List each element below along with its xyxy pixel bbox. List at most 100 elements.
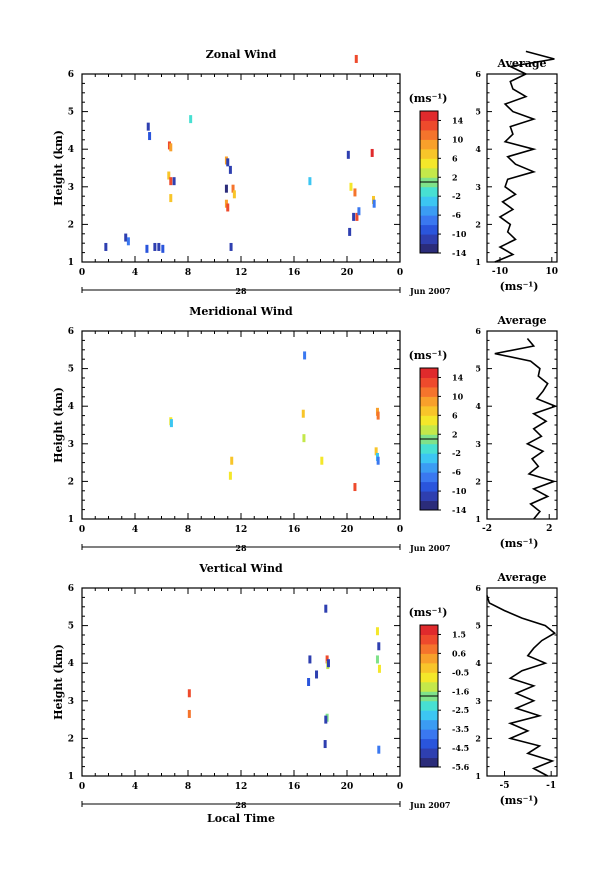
- y-tick-label: 6: [68, 70, 74, 80]
- average-profile-line: [494, 337, 558, 520]
- x-tick-label: 12: [235, 782, 248, 792]
- x-tick-label: 0: [397, 268, 403, 278]
- date-day-label: 28: [235, 286, 247, 296]
- x-tick-label: 0: [397, 525, 403, 535]
- x-tick-label: 4: [132, 268, 138, 278]
- average-y-tick-label: 4: [475, 144, 481, 154]
- colorbar-tick-label: -14: [452, 505, 467, 515]
- colorbar-segment: [420, 443, 438, 454]
- wind-cell: [169, 143, 173, 152]
- colorbar-segment: [420, 729, 438, 740]
- colorbar-segment: [420, 148, 438, 159]
- colorbar-segment: [420, 396, 438, 407]
- wind-cell: [353, 188, 357, 197]
- y-tick-label: 5: [68, 622, 74, 632]
- x-axis-label: Local Time: [207, 812, 275, 825]
- colorbar-segment: [420, 158, 438, 169]
- colorbar-segment: [420, 386, 438, 397]
- wind-cell: [308, 177, 312, 186]
- wind-cell: [354, 54, 358, 63]
- x-tick-label: 20: [341, 525, 354, 535]
- colorbar-segment: [420, 672, 438, 683]
- wind-cell: [148, 132, 152, 141]
- average-x-tick-label: -1: [546, 781, 556, 791]
- wind-cell: [169, 419, 173, 428]
- average-frame: [486, 73, 558, 263]
- wind-cell: [228, 471, 232, 480]
- average-title: Average: [496, 57, 546, 70]
- colorbar-segment: [420, 224, 438, 235]
- colorbar-segment: [420, 500, 438, 511]
- date-month-label: Jun 2007: [409, 286, 450, 296]
- colorbar-segment: [420, 129, 438, 140]
- wind-cell: [231, 184, 235, 193]
- panel-title: Vertical Wind: [198, 562, 283, 575]
- y-tick-label: 3: [68, 440, 74, 450]
- colorbar-tick-label: -6: [452, 210, 461, 220]
- panel-title: Zonal Wind: [206, 48, 277, 61]
- wind-cell: [326, 659, 330, 668]
- colorbar-tick-label: -5.6: [452, 762, 470, 772]
- wind-cell: [375, 655, 379, 664]
- colorbar-tick-label: -14: [452, 248, 467, 258]
- colorbar-segment: [420, 481, 438, 492]
- wind-cell: [189, 115, 193, 124]
- x-tick-label: 8: [185, 268, 191, 278]
- colorbar-segment: [420, 719, 438, 730]
- average-y-tick-label: 5: [475, 364, 481, 374]
- wind-cell: [153, 242, 157, 251]
- y-tick-label: 4: [68, 145, 74, 155]
- colorbar-segment: [420, 186, 438, 197]
- average-x-tick-label: 2: [546, 524, 552, 534]
- wind-cell: [323, 740, 327, 749]
- y-tick-label: 4: [68, 402, 74, 412]
- wind-cell: [187, 689, 191, 698]
- wind-cell: [157, 242, 161, 251]
- x-tick-label: 16: [288, 782, 301, 792]
- y-tick-label: 1: [68, 515, 74, 525]
- colorbar-tick-label: -4.5: [452, 743, 469, 753]
- colorbar-tick-label: 2: [452, 172, 458, 182]
- average-y-tick-label: 3: [475, 439, 481, 449]
- wind-cell: [355, 212, 359, 221]
- colorbar-segment: [420, 120, 438, 131]
- wind-cell: [167, 171, 171, 180]
- average-x-tick-label: -5: [500, 781, 510, 791]
- colorbar-tick-label: -1.6: [452, 686, 470, 696]
- colorbar-segment: [420, 405, 438, 416]
- colorbar-unit-label: (ms⁻¹): [409, 92, 448, 105]
- colorbar-tick-label: 0.6: [452, 648, 466, 658]
- y-tick-label: 2: [68, 734, 74, 744]
- wind-cell: [377, 664, 381, 673]
- y-tick-label: 1: [68, 772, 74, 782]
- average-unit-label: (ms⁻¹): [500, 280, 539, 293]
- wind-cell: [161, 244, 165, 253]
- colorbar-segment: [420, 111, 438, 121]
- colorbar-segment: [420, 653, 438, 664]
- wind-cell: [308, 655, 312, 664]
- y-axis-label: Height (km): [52, 130, 65, 206]
- wind-cell: [169, 194, 173, 203]
- colorbar-unit-label: (ms⁻¹): [409, 606, 448, 619]
- wind-cell: [228, 165, 232, 174]
- wind-cell: [377, 642, 381, 651]
- x-tick-label: 20: [341, 268, 354, 278]
- colorbar-tick-label: 6: [452, 153, 458, 163]
- colorbar-tick-label: 10: [452, 134, 464, 144]
- average-x-tick-label: -10: [492, 267, 508, 277]
- wind-cell: [302, 434, 306, 443]
- average-y-tick-label: 1: [475, 514, 481, 524]
- average-y-tick-label: 3: [475, 182, 481, 192]
- x-tick-label: 8: [185, 525, 191, 535]
- wind-cell: [307, 678, 311, 686]
- average-title: Average: [496, 571, 546, 584]
- colorbar-tick-label: 6: [452, 410, 458, 420]
- y-tick-label: 1: [68, 258, 74, 268]
- wind-cell: [353, 483, 357, 492]
- colorbar-segment: [420, 491, 438, 502]
- colorbar-segment: [420, 215, 438, 226]
- colorbar-segment: [420, 368, 438, 378]
- colorbar-tick-label: 2: [452, 429, 458, 439]
- x-tick-label: 0: [79, 782, 85, 792]
- x-tick-label: 4: [132, 782, 138, 792]
